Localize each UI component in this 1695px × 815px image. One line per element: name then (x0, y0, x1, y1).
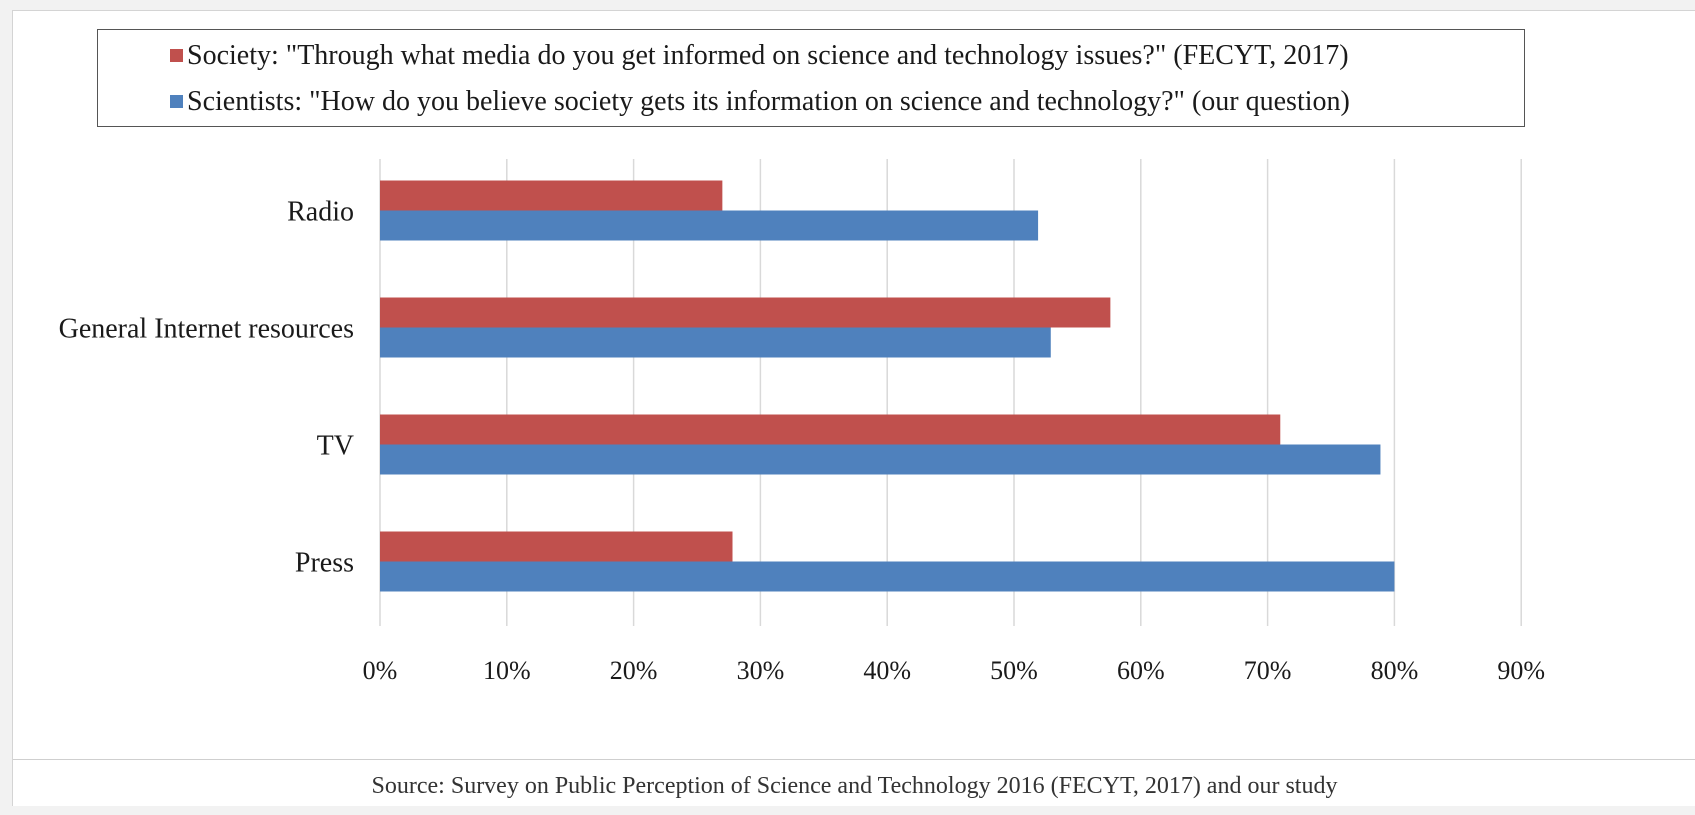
category-label: Radio (287, 197, 354, 228)
bar-scientists (380, 561, 1395, 592)
x-tick-label: 10% (483, 656, 531, 685)
legend-label-scientists: Scientists: "How do you believe society … (187, 86, 1350, 117)
bar-society (380, 531, 733, 562)
category-label: General Internet resources (59, 314, 354, 345)
bar-chart: Radio General Internet resources TV Press 0%… (59, 159, 1545, 685)
legend-label-society: Society: "Through what media do you get … (187, 40, 1349, 71)
bar-scientists (380, 444, 1381, 475)
legend-item-society: Society: "Through what media do you get … (170, 40, 1349, 72)
x-tick-label: 40% (863, 656, 911, 685)
x-tick-label: 50% (990, 656, 1038, 685)
bar-society (380, 297, 1111, 328)
bar-society (380, 414, 1281, 445)
bar-scientists (380, 210, 1039, 241)
bar-scientists (380, 327, 1051, 358)
x-tick-label: 0% (363, 656, 398, 685)
legend-swatch-scientists (170, 95, 183, 108)
legend-item-scientists: Scientists: "How do you believe society … (170, 86, 1350, 118)
x-tick-label: 90% (1497, 656, 1545, 685)
x-tick-label: 80% (1371, 656, 1419, 685)
source-caption: Source: Survey on Public Perception of S… (371, 773, 1338, 799)
category-label: Press (295, 548, 354, 579)
x-tick-label: 70% (1244, 656, 1292, 685)
chart-area: Society: "Through what media do you get … (13, 11, 1695, 760)
x-tick-label: 60% (1117, 656, 1165, 685)
figure: Society: "Through what media do you get … (12, 10, 1695, 806)
legend: Society: "Through what media do you get … (97, 29, 1525, 127)
legend-swatch-society (170, 49, 183, 62)
category-label: TV (317, 431, 354, 462)
x-tick-label: 20% (610, 656, 658, 685)
bar-society (380, 180, 723, 211)
x-tick-label: 30% (737, 656, 785, 685)
